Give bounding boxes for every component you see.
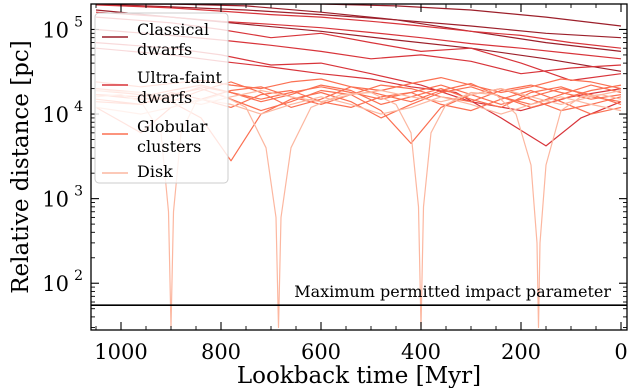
y-tick-exponent: 5 (74, 14, 83, 30)
y-tick-exponent: 2 (74, 268, 83, 284)
legend-label: dwarfs (137, 40, 192, 59)
y-tick-exponent: 3 (74, 184, 83, 200)
y-tick-label: 10 (42, 272, 69, 296)
legend-label: Globular (137, 117, 208, 136)
x-tick-label: 1000 (94, 340, 147, 364)
series-line-classical-dwarfs-3 (96, 4, 622, 27)
plot-frame (90, 3, 628, 331)
x-tick-label: 800 (201, 340, 241, 364)
legend-label: Disk (137, 162, 173, 181)
x-tick-label: 400 (401, 340, 441, 364)
series-line-classical-dwarfs-4 (95, 4, 622, 39)
legend-box (94, 12, 229, 184)
x-axis-label: Lookback time [Myr] (237, 363, 481, 388)
series-line-ultra-faint-dwarfs-3 (95, 4, 622, 49)
series-line-disk-1 (95, 91, 622, 329)
y-tick-label: 10 (42, 188, 69, 212)
x-axis: 1000 800 600 400 200 0 (94, 4, 628, 364)
legend-label: Ultra-faint (137, 68, 223, 87)
y-tick-label: 10 (42, 18, 69, 42)
reference-line-label: Maximum permitted impact parameter (294, 282, 611, 301)
y-tick-exponent: 4 (74, 99, 83, 115)
y-axis: 10 2 10 3 10 4 10 5 (42, 3, 627, 328)
x-tick-label: 0 (614, 340, 627, 364)
legend-label: dwarfs (137, 88, 192, 107)
legend-label: Classical (137, 20, 209, 39)
legend-label: clusters (137, 137, 201, 156)
x-tick-label: 200 (501, 340, 541, 364)
y-axis-label: Relative distance [pc] (8, 40, 34, 294)
y-tick-label: 10 (42, 103, 69, 127)
x-tick-label: 600 (301, 340, 341, 364)
legend: ClassicaldwarfsUltra-faintdwarfsGlobular… (94, 12, 229, 184)
